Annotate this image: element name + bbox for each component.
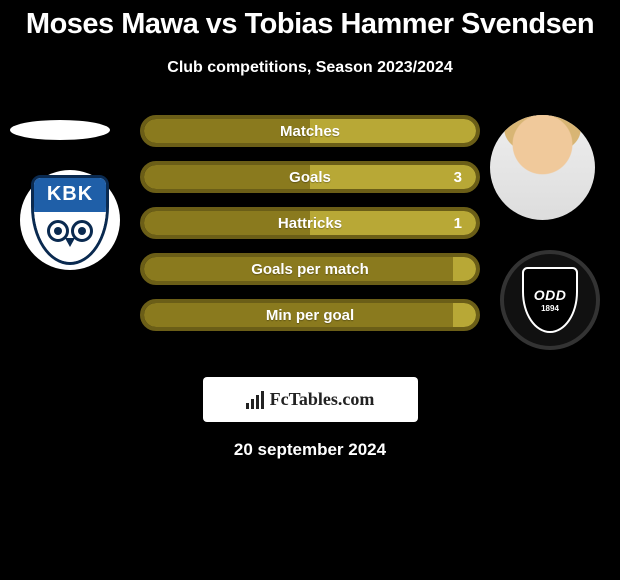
stat-bars: Matches Goals 3 Hattricks 1 Goals per match Mi…	[140, 115, 480, 345]
stats-area: KBK ODD 1894 Matches Goals 3 Hattricks 1 Goal…	[0, 115, 620, 355]
club-left-code: KBK	[34, 178, 106, 212]
stat-bar-fill-right	[310, 165, 476, 189]
stat-bar-fill-right	[453, 257, 476, 281]
stat-bar: Goals 3	[140, 161, 480, 193]
stat-bar: Matches	[140, 115, 480, 147]
face-icon	[490, 115, 595, 220]
stat-bar-fill-left	[144, 165, 310, 189]
stat-bar-label: Goals	[289, 169, 331, 186]
page-title: Moses Mawa vs Tobias Hammer Svendsen	[0, 0, 620, 41]
stat-bar-label: Goals per match	[251, 261, 369, 278]
stat-bar-label: Min per goal	[266, 307, 354, 324]
club-right-code: ODD	[534, 287, 567, 303]
brand-badge: FcTables.com	[203, 377, 418, 422]
bar-chart-icon	[246, 391, 264, 409]
club-left-badge: KBK	[20, 170, 120, 270]
brand-text: FcTables.com	[270, 389, 375, 410]
stat-bar: Goals per match	[140, 253, 480, 285]
club-right-badge: ODD 1894	[500, 250, 600, 350]
stat-bar-fill-right	[453, 303, 476, 327]
player-left-avatar	[10, 120, 110, 140]
stat-bar: Min per goal	[140, 299, 480, 331]
stat-bar-value-right: 1	[454, 215, 462, 232]
club-right-year: 1894	[541, 304, 559, 313]
footer-date: 20 september 2024	[0, 440, 620, 460]
owl-icon	[45, 216, 95, 256]
player-right-avatar	[490, 115, 595, 220]
stat-bar-value-right: 3	[454, 169, 462, 186]
stat-bar-label: Hattricks	[278, 215, 342, 232]
subtitle: Club competitions, Season 2023/2024	[0, 59, 620, 77]
stat-bar: Hattricks 1	[140, 207, 480, 239]
stat-bar-label: Matches	[280, 123, 340, 140]
